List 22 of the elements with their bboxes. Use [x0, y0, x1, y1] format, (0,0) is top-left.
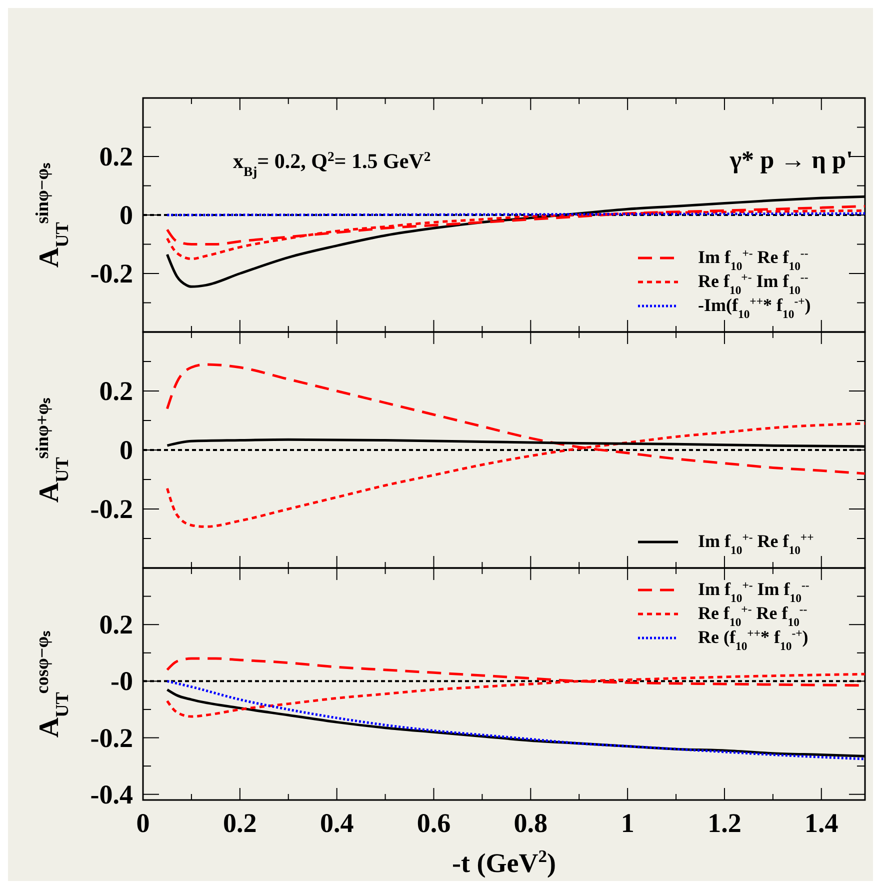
annotation: x$_{Bj}$= 0.2, Q$^{2}$= 1.5 GeV$^{2}$: [233, 148, 431, 178]
y-tick-label: -0.2: [90, 258, 133, 288]
y-tick-label: -0.4: [90, 779, 133, 810]
y-tick-label: 0: [120, 435, 133, 465]
y-tick-label: 0.2: [99, 610, 133, 640]
x-tick-label: 1.4: [804, 808, 838, 838]
y-tick-label: -0.2: [90, 494, 133, 524]
y-tick-label: 0.2: [99, 376, 133, 406]
annotation: γ* p → η p': [728, 147, 853, 174]
x-tick-label: 0.6: [416, 808, 451, 838]
x-tick-label: 1: [620, 808, 634, 838]
y-tick-label: -0: [110, 666, 133, 696]
y-tick-label: 0.2: [99, 142, 133, 172]
y-tick-label: 0: [120, 200, 133, 230]
y-tick-label: -0.2: [90, 722, 133, 753]
x-tick-label: 0.4: [320, 808, 354, 838]
x-tick-label: 0.2: [223, 808, 257, 838]
x-axis-title: -t (GeV$^{2}$): [452, 846, 556, 878]
legend-label: Re (f$_{10}$$^{++}$* f$_{10}$$^{-+}$): [698, 626, 808, 652]
x-tick-label: 1.2: [708, 808, 742, 838]
x-tick-label: 0.8: [514, 808, 548, 838]
legend-label: -Im(f$_{10}$$^{++}$* f$_{10}$$^{-+}$): [698, 294, 811, 320]
